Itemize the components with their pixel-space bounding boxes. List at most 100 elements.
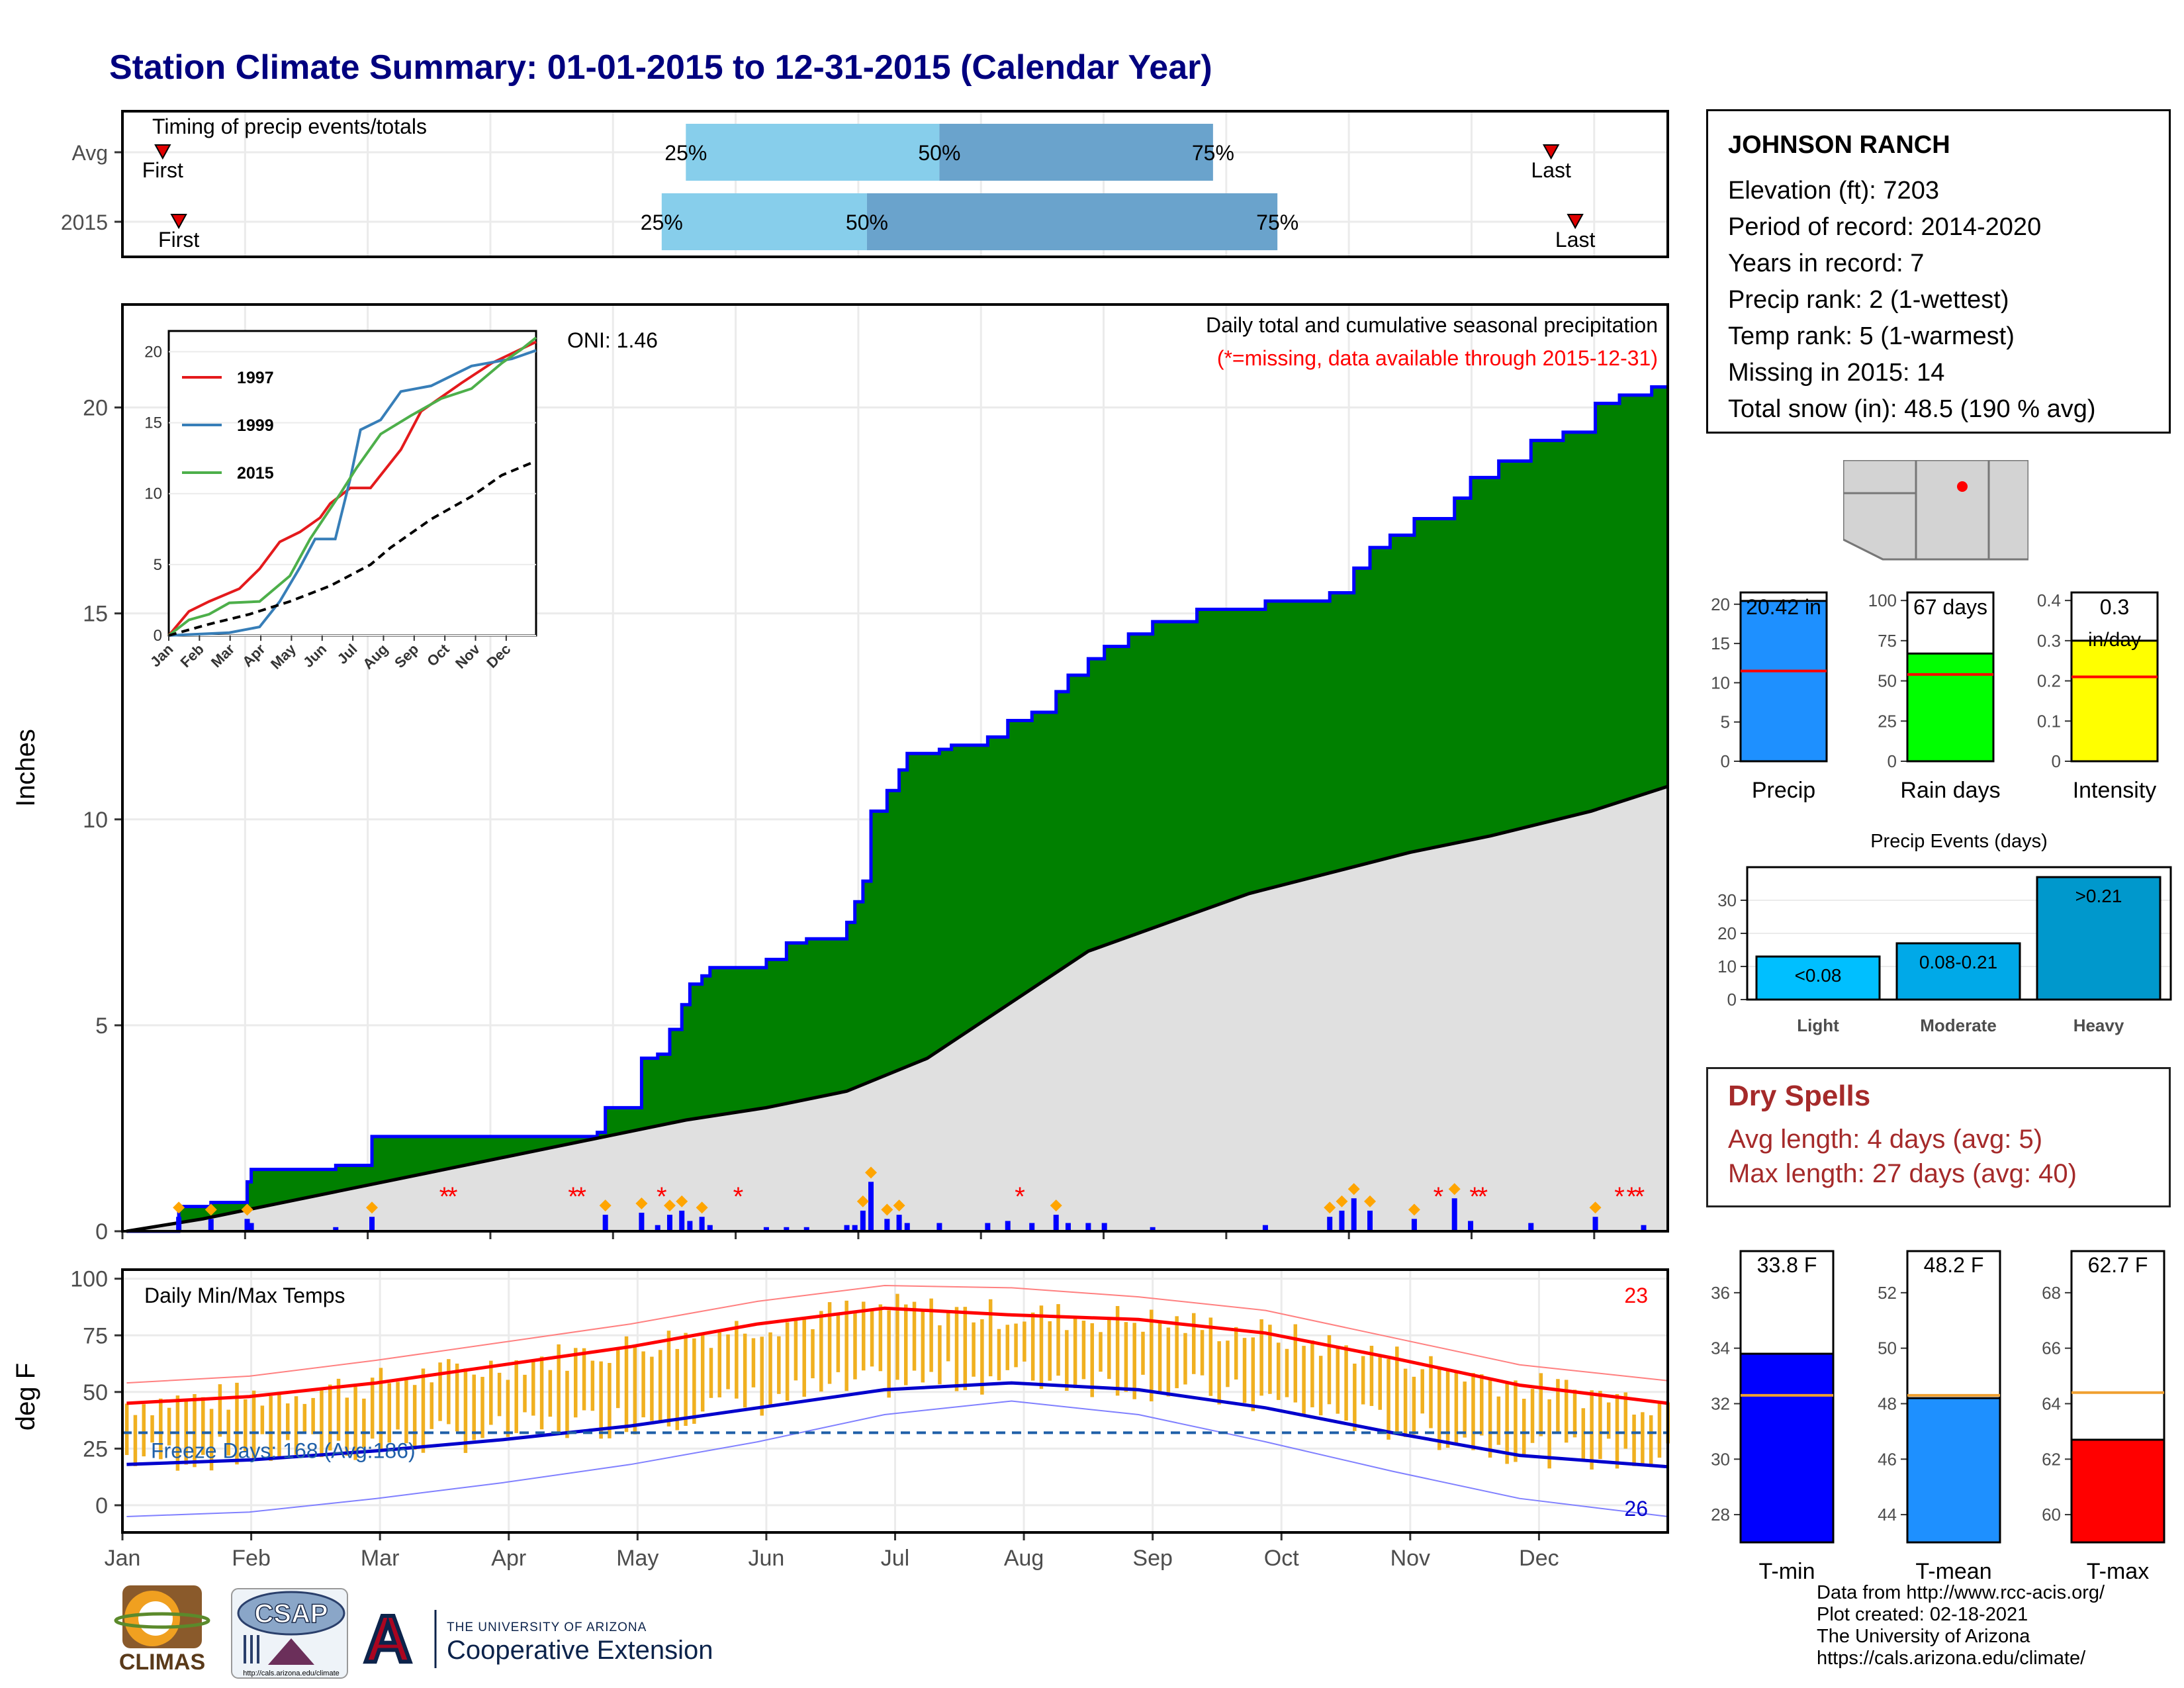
timing-p75-label: 75%: [1192, 141, 1234, 165]
inset-y-tick-label: 15: [144, 414, 162, 432]
small-y-tick-label: 44: [1878, 1505, 1897, 1524]
daily-precip-bar: [1327, 1217, 1333, 1231]
daily-temp-range-bar: [1395, 1346, 1399, 1432]
daily-temp-range-bar: [506, 1380, 510, 1437]
month-label: Mar: [361, 1546, 400, 1571]
daily-temp-range-bar: [167, 1407, 171, 1446]
avg-max-line: [126, 1306, 1668, 1405]
daily-temp-range-bar: [1615, 1393, 1619, 1469]
precip-y-tick-label: 20: [83, 396, 108, 421]
summary-value-label: 62.7 F: [2088, 1253, 2148, 1277]
daily-temp-range-bar: [328, 1384, 332, 1451]
small-y-tick-label: 5: [1721, 712, 1730, 732]
daily-temp-range-bar: [1285, 1348, 1289, 1397]
daily-precip-bar: [208, 1219, 214, 1231]
daily-precip-bar: [699, 1217, 705, 1231]
events-y-tick-label: 10: [1717, 957, 1737, 976]
inset-legend-label: 2015: [237, 464, 274, 483]
daily-precip-bar: [1451, 1198, 1457, 1231]
month-label: Jul: [881, 1546, 909, 1571]
daily-temp-range-bar: [345, 1397, 349, 1456]
month-label: Sep: [1132, 1546, 1173, 1571]
precip-chart-title: Daily total and cumulative seasonal prec…: [1206, 313, 1658, 337]
daily-temp-range-bar: [497, 1372, 502, 1417]
daily-temp-range-bar: [1353, 1363, 1357, 1431]
inset-legend-label: 1997: [237, 369, 274, 387]
precip-event-marker: [173, 1201, 185, 1214]
ua-logo-top: THE UNIVERSITY OF ARIZONA: [447, 1620, 647, 1634]
daily-temp-range-bar: [463, 1368, 468, 1453]
daily-temp-range-bar: [1302, 1346, 1306, 1415]
daily-precip-bar: [852, 1225, 858, 1231]
precip-event-marker: [1336, 1195, 1348, 1207]
csap-logo-text: CSAP: [254, 1599, 328, 1628]
station-location-marker: [1957, 481, 1968, 492]
first-label: First: [142, 158, 183, 182]
daily-temp-range-bar: [777, 1336, 781, 1394]
daily-temp-range-bar: [133, 1415, 138, 1466]
timing-p25-label: 25%: [664, 141, 707, 165]
daily-temp-range-bar: [785, 1322, 790, 1401]
daily-temp-range-bar: [1445, 1371, 1450, 1448]
daily-temp-range-bar: [1014, 1323, 1018, 1368]
station-period: Period of record: 2014-2020: [1728, 213, 2042, 241]
last-label: Last: [1531, 158, 1571, 182]
daily-temp-range-bar: [980, 1319, 984, 1395]
daily-temp-range-bar: [1378, 1357, 1382, 1410]
summary-value-label: 67 days: [1913, 595, 1987, 619]
summary-category-label: Intensity: [2073, 778, 2157, 803]
precip-event-marker: [1448, 1183, 1461, 1196]
precip-summary-chart: 0 5 10 15 20 20.42 in Precip 0 25 50 75 100 67 days R…: [1711, 590, 2159, 803]
daily-temp-range-bar: [650, 1356, 654, 1421]
ua-logo-a-icon: A: [364, 1602, 412, 1675]
daily-temp-range-bar: [1183, 1333, 1187, 1385]
daily-temp-range-bar: [201, 1397, 205, 1455]
daily-temp-range-bar: [624, 1336, 629, 1432]
summary-bar: [1906, 1397, 2001, 1544]
daily-temp-range-bar: [1387, 1359, 1390, 1440]
month-label: Jan: [105, 1546, 141, 1571]
record-min-line: [126, 1400, 1668, 1517]
daily-temp-range-bar: [1005, 1325, 1010, 1370]
missing-marker: *: [1614, 1182, 1625, 1211]
daily-temp-range-bar: [1090, 1323, 1094, 1397]
small-y-tick-label: 50: [1878, 671, 1897, 691]
missing-marker: *: [1015, 1182, 1025, 1211]
missing-marker: *: [733, 1182, 744, 1211]
inset-frame: [167, 330, 537, 637]
temp-chart: 0 25 50 75 100 Jan Feb Mar Apr May Jun Jul Aug Sep Oct…: [11, 1267, 1670, 1571]
precip-event-marker: [366, 1201, 379, 1214]
daily-precip-bar: [369, 1217, 375, 1231]
daily-temp-range-bar: [1598, 1391, 1602, 1460]
last-marker-icon: [1542, 144, 1560, 160]
precip-event-marker: [663, 1199, 676, 1212]
daily-temp-range-bar: [768, 1332, 772, 1406]
small-y-tick-label: 25: [1878, 711, 1897, 731]
events-category-label: Heavy: [2073, 1015, 2124, 1035]
credit-url: https://cals.arizona.edu/climate/: [1817, 1648, 2086, 1669]
timing-label: Timing of precip events/totals: [152, 115, 427, 138]
inset-y-tick-label: 20: [144, 343, 162, 361]
missing-marker: *: [1626, 1182, 1637, 1211]
daily-temp-range-bar: [455, 1363, 459, 1432]
credit-university: The University of Arizona: [1817, 1626, 2030, 1647]
small-y-tick-label: 0: [1888, 751, 1897, 771]
dry-spells-box: Dry Spells Avg length: 4 days (avg: 5) M…: [1706, 1067, 2171, 1207]
daily-precip-bar: [1065, 1223, 1071, 1231]
small-y-tick-label: 60: [2042, 1505, 2061, 1524]
daily-temp-range-bar: [802, 1317, 806, 1397]
temp-summary-chart: 28 30 32 34 36 33.8 F T-min 44 46 48 50 52 48.2 F T-m…: [1711, 1250, 2165, 1582]
daily-precip-bar: [1641, 1225, 1647, 1231]
first-marker-icon: [154, 144, 171, 160]
daily-temp-range-bar: [336, 1378, 341, 1441]
daily-temp-range-bar: [1242, 1338, 1247, 1403]
temp-y-axis-label: deg F: [11, 1363, 40, 1430]
small-y-tick-label: 66: [2042, 1338, 2061, 1358]
precip-y-tick-label: 0: [95, 1219, 108, 1244]
daily-temp-range-bar: [887, 1310, 891, 1398]
daily-temp-range-bar: [531, 1362, 535, 1416]
daily-temp-range-bar: [1623, 1392, 1628, 1449]
daily-precip-bar: [1029, 1223, 1035, 1231]
daily-temp-range-bar: [912, 1301, 917, 1371]
